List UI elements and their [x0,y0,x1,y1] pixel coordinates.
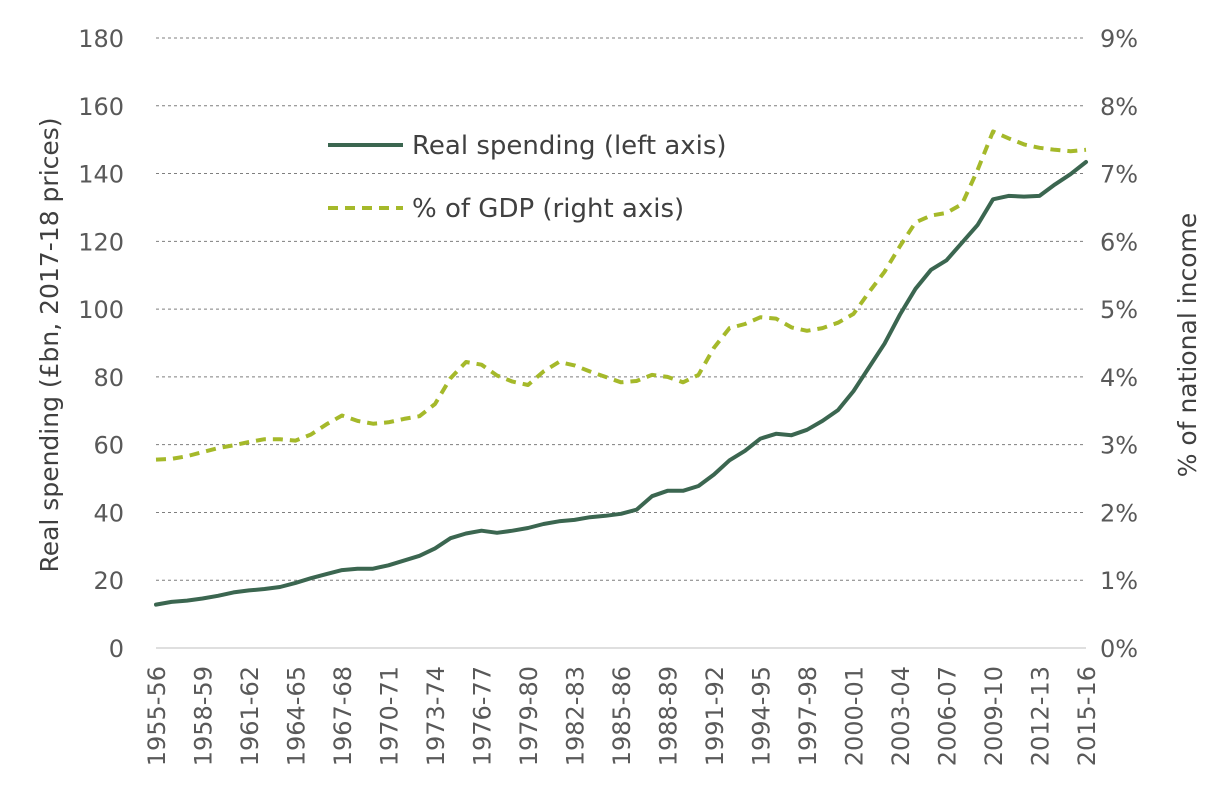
x-tick-label: 1988-89 [655,666,683,766]
series-line-gdp-share [155,129,1087,462]
x-tick-label: 2012-13 [1027,666,1055,766]
y-tick-label: 100 [78,296,124,324]
y2-tick-label: 6% [1100,228,1138,256]
right-axis-title: % of national income [1173,213,1202,478]
x-tick-label: 2006-07 [934,666,962,766]
y-tick-label: 20 [93,567,124,595]
right-axis-ticks: 0% 1% 2% 3% 4% 5% 6% 7% 8% 9% [1100,25,1138,663]
x-tick-label: 2003-04 [887,666,915,766]
x-tick-label: 2015-16 [1073,666,1101,766]
y2-tick-label: 3% [1100,432,1138,460]
x-tick-label: 1991-92 [701,666,729,766]
y-tick-label: 0 [109,635,124,663]
y-tick-label: 120 [78,228,124,256]
y-tick-label: 140 [78,161,124,189]
x-tick-label: 1973-74 [422,666,450,766]
x-tick-label: 1976-77 [469,666,497,766]
x-tick-label: 1961-62 [236,666,264,766]
x-tick-label: 1979-80 [515,666,543,766]
y2-tick-label: 5% [1100,296,1138,324]
x-tick-label: 2009-10 [980,666,1008,766]
x-tick-label: 1985-86 [608,666,636,766]
x-tick-label: 1958-59 [190,666,218,766]
y-tick-label: 180 [78,25,124,53]
y2-tick-label: 0% [1100,635,1138,663]
left-axis-title: Real spending (£bn, 2017-18 prices) [35,117,64,572]
y2-tick-label: 2% [1100,499,1138,527]
series-line-real-spending [154,160,1088,607]
y-tick-label: 60 [93,432,124,460]
x-tick-label: 2000-01 [841,666,869,766]
legend-label-gdp-share: % of GDP (right axis) [412,194,684,224]
gridlines [156,37,1086,649]
left-axis-ticks: 0 20 40 60 80 100 120 140 160 180 [78,25,124,663]
x-tick-label: 1994-95 [748,666,776,766]
x-tick-label: 1970-71 [376,666,404,766]
x-tick-label: 1982-83 [562,666,590,766]
y-tick-label: 40 [93,499,124,527]
series-layer [154,129,1088,607]
y2-tick-label: 7% [1100,161,1138,189]
x-tick-label: 1964-65 [283,666,311,766]
y2-tick-label: 4% [1100,364,1138,392]
x-tick-label: 1997-98 [794,666,822,766]
x-axis-ticks: 1955-56 1958-59 1961-62 1964-65 1967-68 1970-… [143,666,1101,766]
y2-tick-label: 1% [1100,567,1138,595]
x-tick-label: 1967-68 [329,666,357,766]
y2-tick-label: 9% [1100,25,1138,53]
y2-tick-label: 8% [1100,93,1138,121]
x-tick-label: 1955-56 [143,666,171,766]
y-tick-label: 160 [78,93,124,121]
legend: Real spending (left axis) % of GDP (righ… [328,131,727,224]
legend-label-real-spending: Real spending (left axis) [412,131,727,161]
y-tick-label: 80 [93,364,124,392]
